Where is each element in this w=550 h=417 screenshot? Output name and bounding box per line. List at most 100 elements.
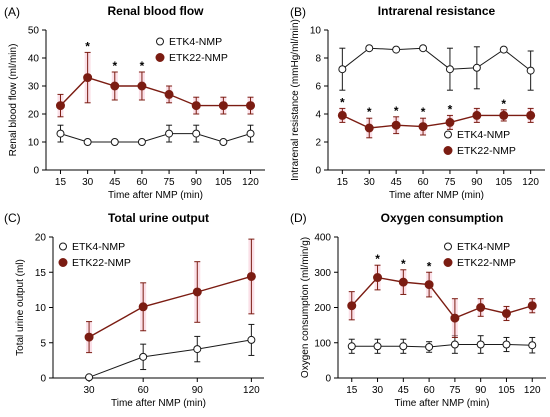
data-point	[527, 301, 537, 311]
data-point	[526, 110, 536, 120]
x-tick-label: 120	[242, 177, 259, 188]
data-point	[526, 66, 535, 75]
x-tick-label: 90	[192, 385, 204, 396]
x-tick-label: 90	[191, 177, 203, 188]
y-tick-label: 50	[28, 26, 40, 37]
data-point	[193, 345, 202, 354]
data-point	[347, 342, 356, 351]
data-point	[56, 129, 65, 138]
data-point	[219, 138, 228, 146]
legend-label: ETK4-NMP	[169, 36, 222, 48]
significance-star: *	[427, 259, 432, 273]
legend-label: ETK22-NMP	[457, 257, 516, 269]
series-line	[342, 47, 531, 71]
chart-panel-3: (C) Total urine output 0 5 10 15 20 30 60 90 120 Ti…	[4, 211, 264, 409]
data-point	[165, 129, 174, 138]
x-tick-label: 90	[475, 385, 487, 396]
data-point	[191, 101, 201, 111]
series-2	[337, 107, 536, 139]
data-point	[476, 303, 486, 312]
legend-marker	[443, 146, 453, 155]
data-point	[218, 101, 228, 111]
data-point	[476, 340, 485, 349]
data-point	[391, 120, 401, 130]
y-tick-label: 10	[28, 138, 40, 149]
legend-marker	[155, 53, 165, 62]
data-point	[392, 45, 401, 54]
chart-title: Total urine output	[108, 211, 209, 225]
data-point	[83, 138, 92, 146]
data-point	[247, 335, 256, 344]
x-tick-label: 15	[346, 385, 358, 396]
x-tick-label: 75	[449, 385, 461, 396]
series-line	[60, 133, 251, 143]
data-point	[246, 129, 255, 138]
legend-marker	[444, 242, 452, 251]
data-point	[338, 65, 347, 74]
y-axis-label: Intrarenal resistance (mmHg/ml/min)	[290, 19, 301, 181]
legend: ETK4-NMP ETK22-NMP	[443, 241, 516, 269]
data-point	[373, 342, 382, 351]
legend-label: ETK4-NMP	[72, 241, 125, 253]
data-point	[450, 340, 459, 349]
series-line	[88, 275, 252, 338]
x-axis-label: Time after NMP (min)	[108, 190, 203, 201]
y-tick-label: 30	[28, 82, 40, 93]
legend-label: ETK22-NMP	[457, 145, 516, 157]
significance-star: *	[421, 105, 426, 119]
significance-star: *	[394, 104, 399, 118]
data-point	[450, 313, 460, 323]
legend-marker	[58, 258, 68, 267]
data-point	[192, 129, 201, 138]
y-tick-label: 5	[40, 338, 46, 349]
data-point	[138, 302, 148, 312]
chart-title: Intrarenal resistance	[378, 4, 496, 18]
chart-title: Renal blood flow	[108, 4, 205, 18]
legend-marker	[59, 242, 67, 251]
data-point	[364, 123, 374, 133]
x-tick-label: 15	[337, 177, 349, 188]
x-tick-label: 75	[444, 177, 456, 188]
data-point	[445, 117, 455, 127]
y-tick-label: 40	[28, 54, 40, 65]
panel-letter: (C)	[4, 211, 21, 225]
data-point	[337, 110, 347, 120]
x-tick-label: 120	[522, 177, 539, 188]
x-tick-label: 60	[138, 385, 150, 396]
significance-star: *	[448, 102, 453, 116]
legend: ETK4-NMP ETK22-NMP	[155, 36, 228, 64]
data-point	[398, 277, 408, 287]
chart-panel-1: (A) Renal blood flow 0 10 20 30 40 50 15 30 45 60 75…	[4, 4, 265, 201]
data-point	[424, 280, 434, 290]
significance-star: *	[501, 97, 506, 111]
chart-title: Oxygen consumption	[381, 211, 504, 225]
legend-label: ETK4-NMP	[457, 129, 510, 141]
data-point	[55, 101, 65, 111]
y-axis-label: Total urine output (ml)	[15, 259, 26, 356]
y-tick-label: 10	[310, 26, 322, 37]
data-point	[110, 138, 119, 146]
x-axis-label: Time after NMP (min)	[111, 398, 206, 409]
data-point	[528, 341, 537, 350]
x-tick-label: 120	[524, 385, 541, 396]
chart-panel-4: (D) Oxygen consumption 0 100 200 300 400 15 30 45…	[290, 211, 546, 409]
series-2	[84, 238, 256, 354]
x-tick-label: 75	[164, 177, 176, 188]
data-point	[84, 332, 94, 342]
y-tick-label: 4	[315, 110, 321, 121]
y-tick-label: 2	[315, 138, 321, 149]
data-point	[192, 287, 202, 297]
y-tick-label: 0	[315, 166, 321, 177]
series-2	[347, 264, 537, 338]
x-tick-label: 90	[471, 177, 483, 188]
panel-letter: (A)	[4, 5, 20, 19]
data-point	[83, 73, 93, 83]
chart-panel-2: (B) Intrarenal resistance 0 2 4 6 8 10 15 30 45 60 7…	[290, 4, 545, 201]
data-point	[246, 101, 256, 111]
y-tick-label: 15	[35, 268, 47, 279]
data-point	[365, 44, 374, 53]
data-point	[347, 301, 357, 311]
y-tick-label: 0	[33, 166, 39, 177]
y-tick-label: 10	[35, 303, 47, 314]
